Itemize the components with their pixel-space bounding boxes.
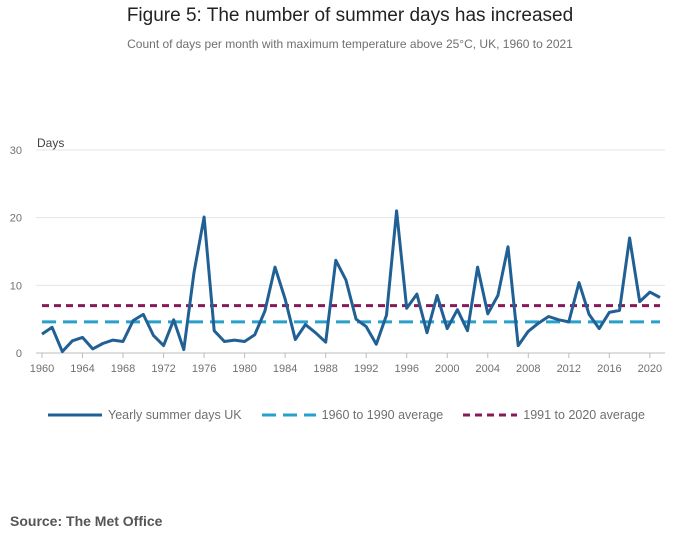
series-lines [41, 209, 661, 354]
y-axis-ticks: 0 10 20 30 [10, 145, 22, 360]
y-tick-20: 20 [10, 213, 22, 225]
gridlines [36, 149, 665, 354]
chart-subtitle: Count of days per month with maximum tem… [127, 37, 573, 51]
x-axis-ticks: 1960 1964 1968 1972 1976 1980 1984 1988 1992 1996… [30, 353, 662, 375]
legend-swatch-1991-2020-average [463, 413, 518, 417]
legend-item-yearly[interactable]: Yearly summer days UK [48, 408, 242, 422]
chart-title: Figure 5: The number of summer days has … [126, 5, 574, 26]
x-tick-1992: 1992 [354, 363, 378, 375]
y-tick-10: 10 [10, 280, 22, 292]
y-tick-30: 30 [10, 145, 22, 157]
x-tick-1984: 1984 [273, 363, 297, 375]
source-note: Source: The Met Office [10, 513, 163, 529]
x-tick-1980: 1980 [232, 363, 256, 375]
chart-legend: Yearly summer days UK 1960 to 1990 avera… [48, 408, 665, 422]
x-tick-2012: 2012 [557, 363, 581, 375]
x-tick-2020: 2020 [638, 363, 662, 375]
x-tick-2000: 2000 [435, 363, 459, 375]
x-tick-1996: 1996 [394, 363, 418, 375]
legend-label-yearly: Yearly summer days UK [108, 408, 242, 422]
legend-swatch-1960-1990-average [261, 413, 316, 417]
x-tick-2016: 2016 [597, 363, 621, 375]
legend-item-1991-2020-average[interactable]: 1991 to 2020 average [463, 408, 645, 422]
x-tick-1968: 1968 [111, 363, 135, 375]
x-tick-1976: 1976 [192, 363, 216, 375]
x-tick-1964: 1964 [70, 363, 94, 375]
x-tick-2008: 2008 [516, 363, 540, 375]
x-tick-1988: 1988 [313, 363, 337, 375]
y-tick-0: 0 [16, 348, 22, 360]
x-tick-2004: 2004 [476, 363, 500, 375]
legend-label-1991-2020-average: 1991 to 2020 average [523, 408, 645, 422]
series-yearly-summer-days[interactable] [41, 209, 661, 354]
x-tick-1960: 1960 [30, 363, 54, 375]
legend-swatch-yearly [48, 413, 102, 417]
y-axis-label: Days [37, 136, 64, 150]
legend-item-1960-1990-average[interactable]: 1960 to 1990 average [261, 408, 444, 422]
legend-label-1960-1990-average: 1960 to 1990 average [321, 408, 444, 422]
x-tick-1972: 1972 [151, 363, 175, 375]
